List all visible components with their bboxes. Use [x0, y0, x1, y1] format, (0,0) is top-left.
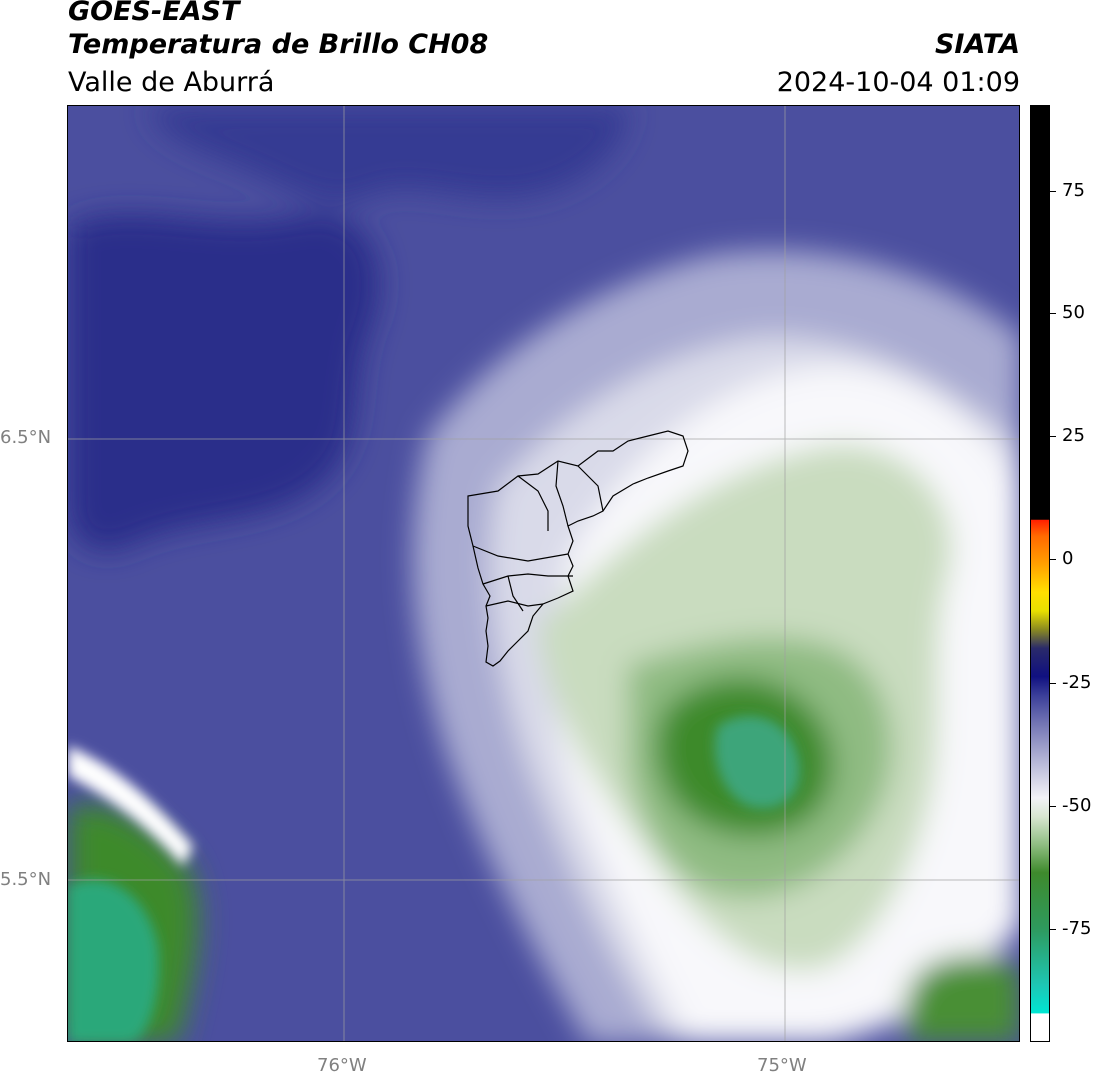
- colorbar-tick: [1050, 436, 1056, 437]
- lat-label-6-5: 6.5°N: [0, 427, 51, 448]
- timestamp-label: 2024-10-04 01:09: [777, 68, 1020, 98]
- colorbar: [1030, 105, 1050, 1042]
- colorbar-tick-label: -50: [1062, 796, 1091, 816]
- lat-label-5-5: 5.5°N: [0, 869, 51, 890]
- chart-subtitle: Temperatura de Brillo CH08: [68, 30, 488, 60]
- map-graphic: [68, 106, 1020, 1042]
- satellite-map: [67, 105, 1020, 1042]
- colorbar-tick-label: 25: [1062, 426, 1085, 446]
- chart-title: GOES-EAST: [68, 0, 239, 27]
- colorbar-tick-label: -25: [1062, 673, 1091, 693]
- colorbar-tick: [1050, 683, 1056, 684]
- region-label: Valle de Aburrá: [68, 68, 274, 98]
- colorbar-tick: [1050, 191, 1056, 192]
- lon-label-76: 76°W: [317, 1055, 367, 1076]
- organization-label: SIATA: [935, 30, 1020, 60]
- colorbar-tick-label: -75: [1062, 919, 1091, 939]
- colorbar-tick: [1050, 559, 1056, 560]
- colorbar-tick-label: 75: [1062, 181, 1085, 201]
- colorbar-tick: [1050, 929, 1056, 930]
- lon-label-75: 75°W: [757, 1055, 807, 1076]
- colorbar-tick-label: 50: [1062, 303, 1085, 323]
- colorbar-tick: [1050, 313, 1056, 314]
- colorbar-tick: [1050, 806, 1056, 807]
- colorbar-tick-label: 0: [1062, 549, 1073, 569]
